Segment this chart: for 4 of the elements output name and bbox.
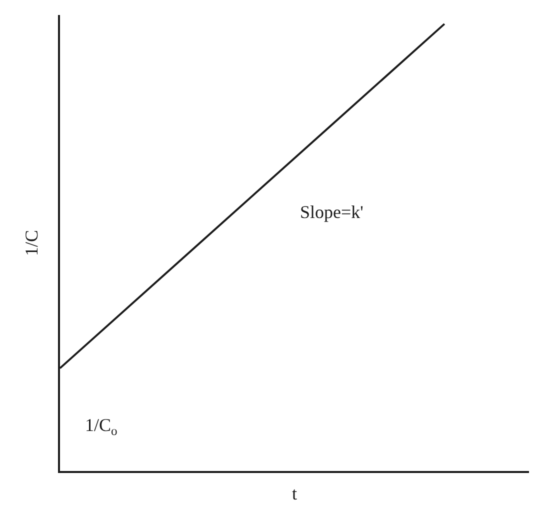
annotation: 1/C$_{o}$ [85,415,118,438]
y-axis-title: 1/C [22,230,42,256]
annotation: Slope=k' [300,202,364,222]
x-axis-title: t [292,484,298,504]
